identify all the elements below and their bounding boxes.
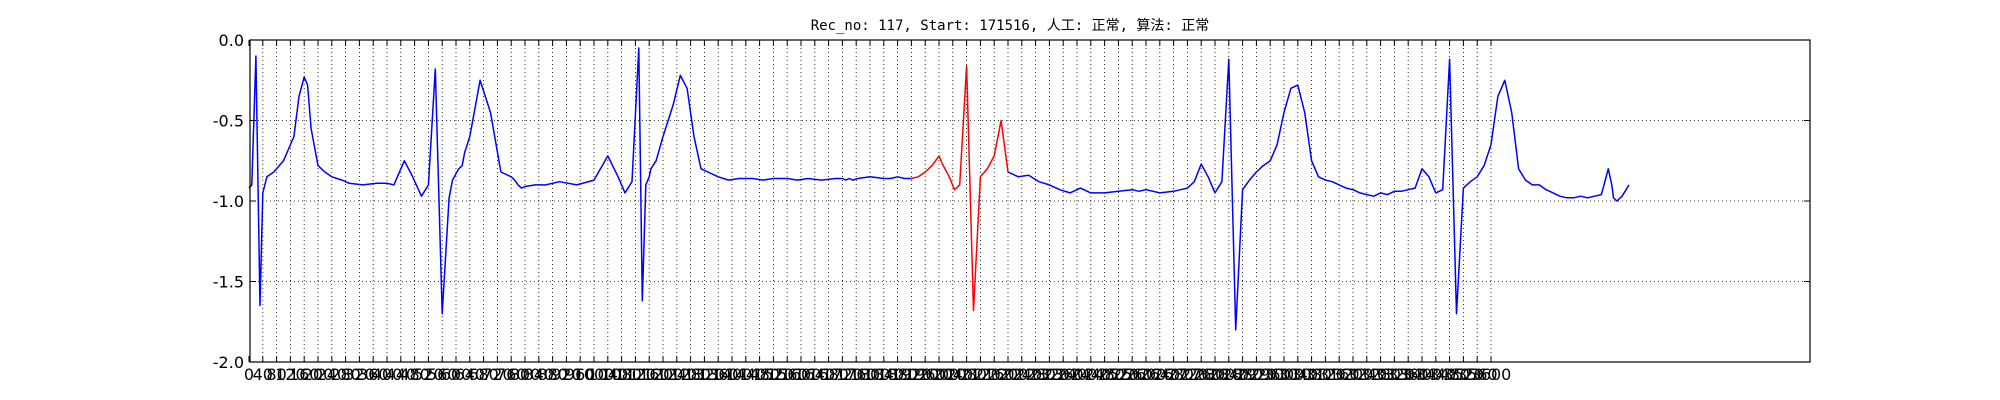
y-tick-label: 0.0 xyxy=(219,31,244,50)
y-tick-label: -0.5 xyxy=(213,112,244,131)
y-tick-label: -2.0 xyxy=(213,353,244,372)
y-tick-label: -1.0 xyxy=(213,192,244,211)
x-tick-label: 3600 xyxy=(1471,365,1512,384)
y-tick-label: -1.5 xyxy=(213,273,244,292)
chart-title: Rec_no: 117, Start: 171516, 人工: 正常, 算法: … xyxy=(811,18,1210,34)
